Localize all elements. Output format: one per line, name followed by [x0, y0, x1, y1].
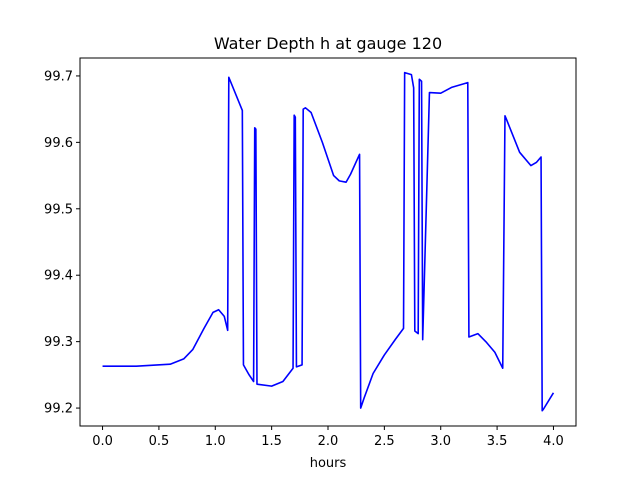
x-tick-label: 4.0 — [543, 434, 564, 449]
x-tick-label: 0.5 — [149, 434, 170, 449]
y-tick-label: 99.3 — [44, 335, 73, 350]
x-tick-label: 3.5 — [487, 434, 508, 449]
x-axis-label: hours — [310, 456, 347, 471]
plot-area — [102, 71, 555, 412]
y-tick-label: 99.5 — [44, 202, 73, 217]
x-tick-label: 3.0 — [430, 434, 451, 449]
y-tick-label: 99.4 — [44, 269, 73, 284]
x-tick-label: 0.0 — [92, 434, 113, 449]
y-tick-label: 99.7 — [44, 69, 73, 84]
y-axis: 99.2 99.3 99.4 99.5 99.6 99.7 — [44, 69, 80, 417]
x-tick-label: 1.0 — [205, 434, 226, 449]
y-tick-label: 99.6 — [44, 136, 73, 151]
axes-frame — [79, 57, 577, 427]
x-tick-label: 1.5 — [261, 434, 282, 449]
x-tick-label: 2.0 — [318, 434, 339, 449]
y-tick-label: 99.2 — [44, 402, 73, 417]
chart-title: Water Depth h at gauge 120 — [214, 34, 442, 53]
x-axis: 0.0 0.5 1.0 1.5 2.0 2.5 3.0 3.5 4.0 — [92, 426, 564, 449]
x-tick-label: 2.5 — [374, 434, 395, 449]
series-line-0 — [102, 71, 555, 412]
